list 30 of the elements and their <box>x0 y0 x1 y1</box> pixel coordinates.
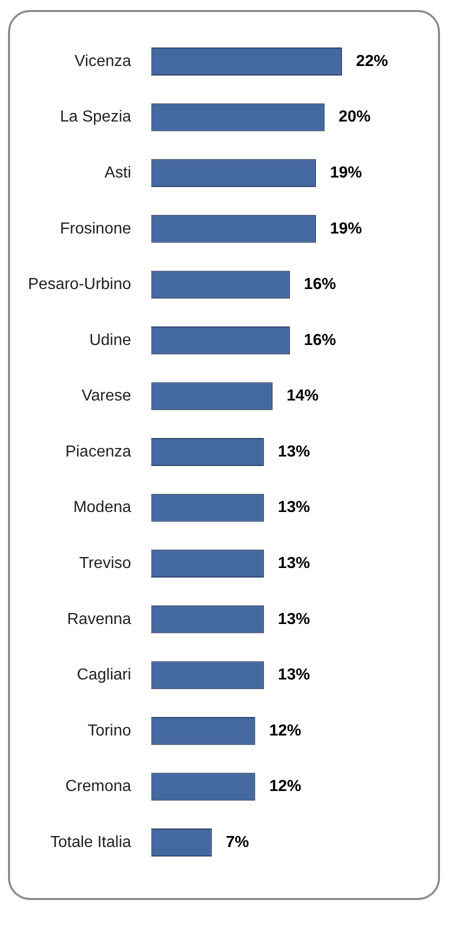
data-label: 13% <box>278 666 310 684</box>
data-label: 19% <box>330 164 362 182</box>
data-label: 16% <box>304 332 336 349</box>
data-label: 22% <box>356 52 388 70</box>
y-tick-label: Torino <box>88 722 132 740</box>
data-label: 19% <box>330 220 362 238</box>
data-label: 13% <box>278 554 310 572</box>
data-label: 13% <box>278 499 310 516</box>
y-tick-label: Udine <box>89 332 132 349</box>
data-label: 20% <box>338 108 371 126</box>
y-tick-label: Treviso <box>79 554 132 572</box>
y-tick-label: Cagliari <box>76 666 132 684</box>
data-label: 12% <box>269 778 302 796</box>
data-label: 13% <box>278 610 310 628</box>
y-tick-label: Frosinone <box>60 220 132 238</box>
data-label: 16% <box>304 276 336 294</box>
y-tick-label: Ravenna <box>67 610 132 628</box>
y-tick-label: Modena <box>73 499 132 516</box>
data-label: 14% <box>286 388 319 405</box>
y-tick-label: Varese <box>82 388 132 405</box>
y-tick-label: Asti <box>104 164 132 182</box>
y-tick-label: Cremona <box>65 778 132 796</box>
y-tick-label: Piacenza <box>65 443 132 460</box>
data-label: 12% <box>269 722 302 740</box>
y-tick-label: Pesaro-Urbino <box>28 276 132 294</box>
y-tick-label: Totale Italia <box>50 834 132 851</box>
y-tick-label: La Spezia <box>60 108 132 126</box>
data-label: 13% <box>278 443 310 460</box>
data-label: 7% <box>226 834 249 851</box>
y-tick-label: Vicenza <box>74 52 132 70</box>
